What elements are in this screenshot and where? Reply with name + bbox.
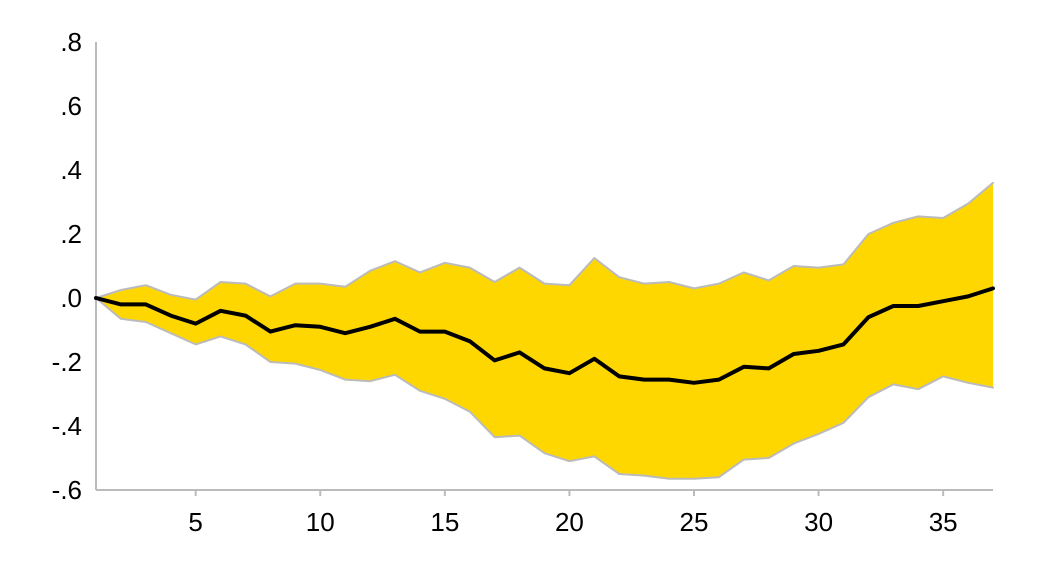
estimate-line [94,286,995,385]
y-tick-label: .0 [60,283,82,313]
axes [95,42,993,496]
x-tick-label: 15 [430,507,459,537]
confidence-band-layer [95,181,994,480]
x-tick-label: 35 [929,507,958,537]
upper-band-line [95,181,994,301]
x-tick-label: 30 [804,507,833,537]
y-tick-label: -.2 [52,347,82,377]
confidence-band-area [96,182,993,479]
x-tick-label: 20 [555,507,584,537]
y-tick-label: -.6 [52,475,82,505]
y-tick-label: .8 [60,27,82,57]
x-tick-label: 10 [306,507,335,537]
x-tick-label: 25 [680,507,709,537]
y-tick-label: -.4 [52,411,82,441]
y-tick-labels: .8 .6 .4 .2 .0 -.2 -.4 -.6 [52,27,82,505]
y-tick-label: .6 [60,91,82,121]
x-tick-labels: 5 10 15 20 25 30 35 [188,507,957,537]
x-tick-label: 5 [188,507,202,537]
estimate-line-layer [94,286,995,385]
y-tick-label: .2 [60,219,82,249]
lower-band-line [95,297,994,480]
y-tick-label: .4 [60,155,82,185]
